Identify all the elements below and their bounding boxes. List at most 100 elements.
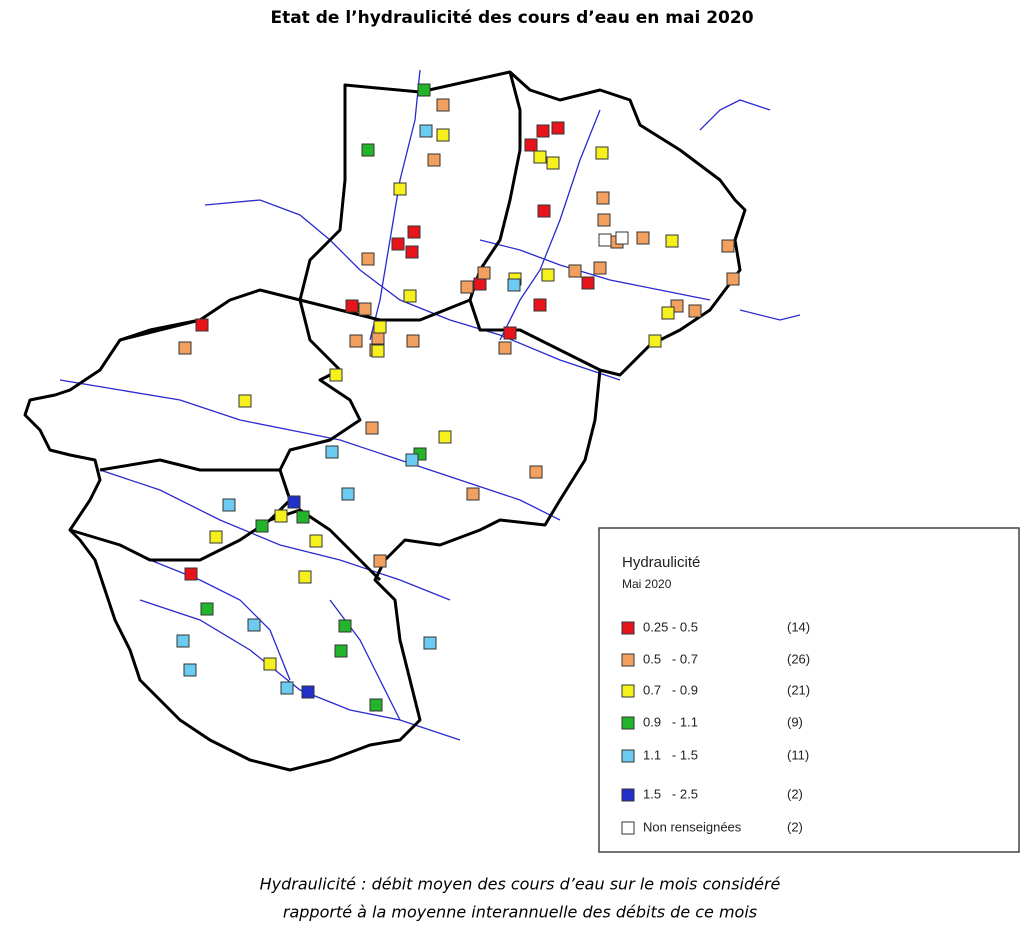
- legend-label: Non renseignées: [643, 819, 742, 834]
- station-marker: [688, 304, 702, 318]
- station-marker: [407, 225, 421, 239]
- station-marker: [263, 657, 277, 671]
- legend-swatch: [621, 716, 635, 730]
- station-marker: [373, 554, 387, 568]
- station-marker: [391, 237, 405, 251]
- station-marker: [365, 421, 379, 435]
- station-marker: [438, 430, 452, 444]
- station-marker: [726, 272, 740, 286]
- station-marker: [595, 146, 609, 160]
- station-marker: [533, 298, 547, 312]
- station-marker: [536, 124, 550, 138]
- station-marker: [529, 465, 543, 479]
- legend-count: (11): [787, 747, 809, 762]
- station-marker: [406, 334, 420, 348]
- station-marker: [615, 231, 629, 245]
- station-marker: [338, 619, 352, 633]
- station-marker: [460, 280, 474, 294]
- station-marker: [369, 698, 383, 712]
- station-marker: [423, 636, 437, 650]
- station-marker: [568, 264, 582, 278]
- station-marker: [329, 368, 343, 382]
- legend-box: [598, 527, 1020, 853]
- legend-count: (21): [787, 682, 810, 697]
- legend-label: 1.5 - 2.5: [643, 786, 698, 801]
- station-marker: [361, 143, 375, 157]
- station-marker: [209, 530, 223, 544]
- station-marker: [597, 213, 611, 227]
- station-marker: [334, 644, 348, 658]
- station-marker: [298, 570, 312, 584]
- station-marker: [325, 445, 339, 459]
- station-marker: [274, 509, 288, 523]
- station-marker: [255, 519, 269, 533]
- legend-count: (26): [787, 651, 810, 666]
- station-marker: [593, 261, 607, 275]
- station-marker: [436, 98, 450, 112]
- stations: [176, 83, 740, 712]
- station-marker: [280, 681, 294, 695]
- station-marker: [466, 487, 480, 501]
- legend-label: 0.9 - 1.1: [643, 714, 698, 729]
- legend-count: (2): [787, 819, 803, 834]
- station-marker: [721, 239, 735, 253]
- station-marker: [498, 341, 512, 355]
- station-marker: [477, 266, 491, 280]
- legend-swatch: [621, 621, 635, 635]
- legend: Hydraulicité Mai 2020 0.25 - 0.5 (14) 0.5 …: [598, 527, 1020, 853]
- station-marker: [661, 306, 675, 320]
- legend-count: (9): [787, 714, 803, 729]
- legend-count: (2): [787, 786, 803, 801]
- station-marker: [345, 299, 359, 313]
- station-marker: [195, 318, 209, 332]
- caption-line: Hydraulicité : débit moyen des cours d’e…: [260, 875, 781, 894]
- station-marker: [371, 344, 385, 358]
- station-marker: [537, 204, 551, 218]
- station-marker: [358, 302, 372, 316]
- title: Etat de l’hydraulicité des cours d’eau e…: [270, 8, 753, 28]
- station-marker: [419, 124, 433, 138]
- station-marker: [405, 453, 419, 467]
- legend-swatch: [621, 749, 635, 763]
- station-marker: [524, 138, 538, 152]
- station-marker: [596, 191, 610, 205]
- station-marker: [361, 252, 375, 266]
- station-marker: [507, 278, 521, 292]
- station-marker: [581, 276, 595, 290]
- station-marker: [393, 182, 407, 196]
- station-marker: [417, 83, 431, 97]
- station-marker: [200, 602, 214, 616]
- station-marker: [473, 277, 487, 291]
- station-marker: [371, 331, 385, 345]
- station-marker: [427, 153, 441, 167]
- station-marker: [541, 268, 555, 282]
- legend-label: 0.5 - 0.7: [643, 651, 698, 666]
- station-marker: [551, 121, 565, 135]
- station-marker: [341, 487, 355, 501]
- station-marker: [178, 341, 192, 355]
- station-marker: [403, 289, 417, 303]
- legend-swatch: [621, 821, 635, 835]
- station-marker: [546, 156, 560, 170]
- station-marker: [405, 245, 419, 259]
- legend-swatch: [621, 684, 635, 698]
- station-marker: [373, 320, 387, 334]
- station-marker: [301, 685, 315, 699]
- legend-label: 0.25 - 0.5: [643, 619, 698, 634]
- station-marker: [648, 334, 662, 348]
- station-marker: [296, 510, 310, 524]
- station-marker: [349, 334, 363, 348]
- station-marker: [533, 150, 547, 164]
- caption-line: rapporté à la moyenne interannuelle des …: [283, 903, 757, 922]
- legend-label: 1.1 - 1.5: [643, 747, 698, 762]
- station-marker: [247, 618, 261, 632]
- legend-count: (14): [787, 619, 810, 634]
- station-marker: [636, 231, 650, 245]
- station-marker: [287, 495, 301, 509]
- station-marker: [238, 394, 252, 408]
- legend-label: 0.7 - 0.9: [643, 682, 698, 697]
- station-marker: [598, 233, 612, 247]
- station-marker: [176, 634, 190, 648]
